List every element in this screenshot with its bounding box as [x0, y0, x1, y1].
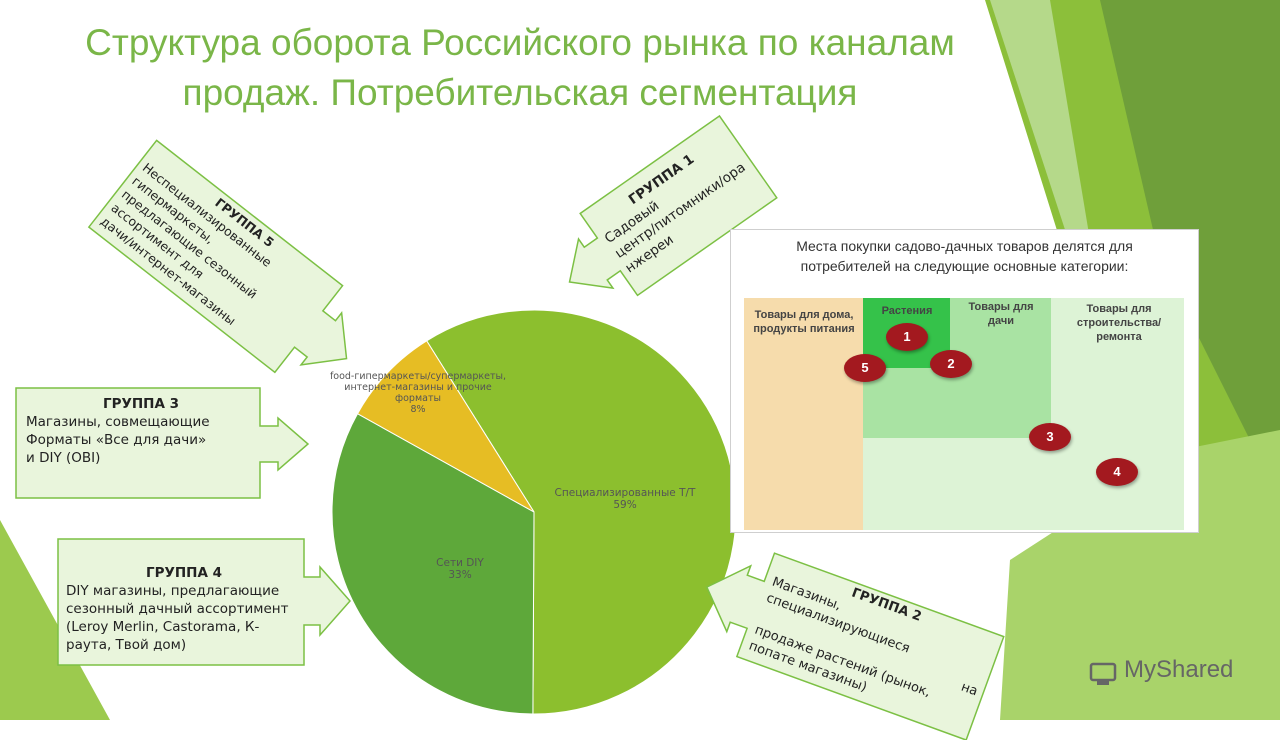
group2-arrow-shape: [705, 552, 1005, 740]
marker-3: 3: [1029, 423, 1071, 451]
marker-5: 5: [844, 354, 886, 382]
zone-dacha-label: Товары для дачи: [953, 300, 1049, 328]
bg-light-shape: [990, 0, 1090, 245]
group3-arrow-shape: [15, 387, 310, 499]
pie-label-diy: Сети DIY 33%: [400, 557, 520, 581]
pie-label-food: food-гипермаркеты/супермаркеты, интернет…: [318, 371, 518, 415]
pie-label-specialized-name: Специализированные Т/Т: [554, 487, 696, 499]
pie-label-food-line3: форматы: [395, 393, 441, 404]
panel-heading-line-2: потребителей на следующие основные катег…: [800, 258, 1129, 274]
pie-label-food-line1: food-гипермаркеты/супермаркеты,: [329, 371, 507, 382]
bg-lower-shape: [1000, 430, 1280, 720]
categories-panel: Места покупки садово-дачных товаров деля…: [730, 229, 1199, 533]
zone-home-label-2: продукты питания: [753, 323, 855, 335]
group3-text-3: и DIY (OBI): [26, 450, 101, 466]
pie-label-diy-value: 33%: [448, 569, 472, 581]
pie-slice-specialized: [426, 309, 737, 715]
group5-callout: ГРУППА 5 Неспециализированные гипермарке…: [87, 139, 385, 405]
group4-text-1: DIY магазины, предлагающие: [66, 583, 280, 599]
title-line-2: продаж. Потребительская сегментация: [182, 72, 858, 113]
zone-home-label-1: Товары для дома,: [754, 309, 854, 321]
group4-callout: ГРУППА 4 DIY магазины, предлагающие сезо…: [57, 537, 354, 667]
pie-label-diy-name: Сети DIY: [436, 557, 484, 569]
zone-plants-label-1: Растения: [881, 305, 933, 317]
zone-home: [744, 298, 863, 530]
group2-callout: ГРУППА 2 Магазины, специализирующиеся на…: [684, 534, 1005, 740]
zone-build-label: Товары для строительства/ ремонта: [1059, 302, 1179, 344]
marker-1: 1: [886, 323, 928, 351]
panel-heading-line-1: Места покупки садово-дачных товаров деля…: [796, 238, 1133, 254]
marker-2: 2: [930, 350, 972, 378]
group1-arrow-shape: [568, 114, 778, 297]
zone-build-label-3: ремонта: [1096, 331, 1142, 343]
bg-left-corner: [0, 520, 110, 720]
panel-heading: Места покупки садово-дачных товаров деля…: [731, 236, 1198, 276]
zone-dacha-label-1: Товары для: [968, 301, 1034, 313]
watermark-text: MyShared: [1124, 656, 1234, 683]
group4-arrow-shape: [57, 538, 352, 666]
pie-label-specialized: Специализированные Т/Т 59%: [530, 487, 720, 511]
group1-callout: ГРУППА 1 Садовый центр/питомники/ора нже…: [539, 114, 778, 324]
zone-build-label-2: строительства/: [1076, 317, 1162, 329]
pie-label-food-value: 8%: [410, 404, 426, 415]
pie-label-specialized-value: 59%: [613, 499, 637, 511]
zone-build-label-1: Товары для: [1086, 303, 1152, 315]
zone-dacha-label-2: дачи: [988, 315, 1014, 327]
pie-label-food-line2: интернет-магазины и прочие: [344, 382, 492, 393]
pie-slice-food: [356, 340, 535, 513]
page-title: Структура оборота Российского рынка по к…: [40, 18, 1000, 118]
marker-4: 4: [1096, 458, 1138, 486]
group4-heading: ГРУППА 4: [145, 565, 223, 581]
zone-home-label: Товары для дома, продукты питания: [747, 308, 861, 336]
group4-text-2: сезонный дачный ассортимент: [66, 601, 289, 617]
group5-arrow-shape: [87, 139, 348, 374]
group3-text-1: Магазины, совмещающие: [26, 414, 210, 430]
group3-text-2: Форматы «Все для дачи»: [26, 432, 207, 448]
zone-plants-label: Растения: [865, 304, 949, 318]
pie-chart: [331, 309, 737, 715]
group3-callout: ГРУППА 3 Магазины, совмещающие Форматы «…: [15, 386, 316, 501]
myshared-logo-icon: [1089, 662, 1117, 685]
group4-text-4: раута, Твой дом): [66, 637, 187, 653]
title-line-1: Структура оборота Российского рынка по к…: [85, 22, 955, 63]
pie-slice-diy: [331, 413, 535, 715]
group4-text-3: (Leroy Merlin, Castorama, К-: [66, 619, 260, 635]
group3-heading: ГРУППА 3: [102, 396, 180, 412]
